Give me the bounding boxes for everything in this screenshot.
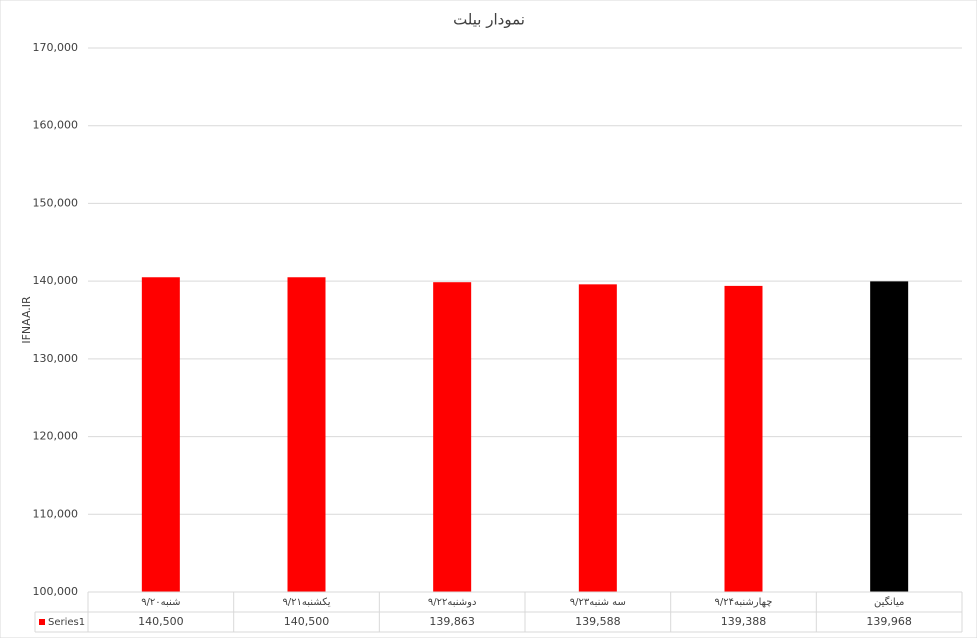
- x-tick-label: چهارشنبه۹/۲۴: [715, 597, 773, 608]
- y-tick-label: 120,000: [33, 430, 79, 443]
- y-tick-label: 160,000: [33, 119, 79, 132]
- x-tick-label: سه شنبه۹/۲۳: [570, 597, 626, 608]
- chart-title: نمودار بیلت: [453, 11, 525, 29]
- x-tick-label: شنبه۹/۲۰: [141, 597, 180, 608]
- data-table-value: 139,968: [866, 615, 912, 628]
- y-tick-label: 100,000: [33, 585, 79, 598]
- y-tick-label: 170,000: [33, 41, 79, 54]
- bar: [287, 277, 326, 592]
- data-table-value: 139,388: [721, 615, 767, 628]
- bar: [578, 284, 617, 592]
- bar: [433, 282, 472, 592]
- y-tick-label: 130,000: [33, 352, 79, 365]
- y-tick-label: 140,000: [33, 274, 79, 287]
- bar: [141, 277, 180, 592]
- data-table-value: 140,500: [138, 615, 184, 628]
- data-table-value: 139,588: [575, 615, 621, 628]
- x-tick-label: میانگین: [874, 596, 904, 608]
- x-tick-label: دوشنبه۹/۲۲: [428, 597, 477, 608]
- y-axis-label: IFNAA.IR: [20, 296, 33, 344]
- y-tick-label: 150,000: [33, 196, 79, 209]
- data-table-value: 140,500: [284, 615, 330, 628]
- bar: [724, 285, 763, 592]
- legend-swatch: [39, 619, 45, 625]
- y-tick-label: 110,000: [33, 507, 79, 520]
- legend-label: Series1: [48, 617, 85, 628]
- data-table-value: 139,863: [429, 615, 475, 628]
- bar: [870, 281, 909, 592]
- x-tick-label: یکشنبه۹/۲۱: [282, 597, 330, 608]
